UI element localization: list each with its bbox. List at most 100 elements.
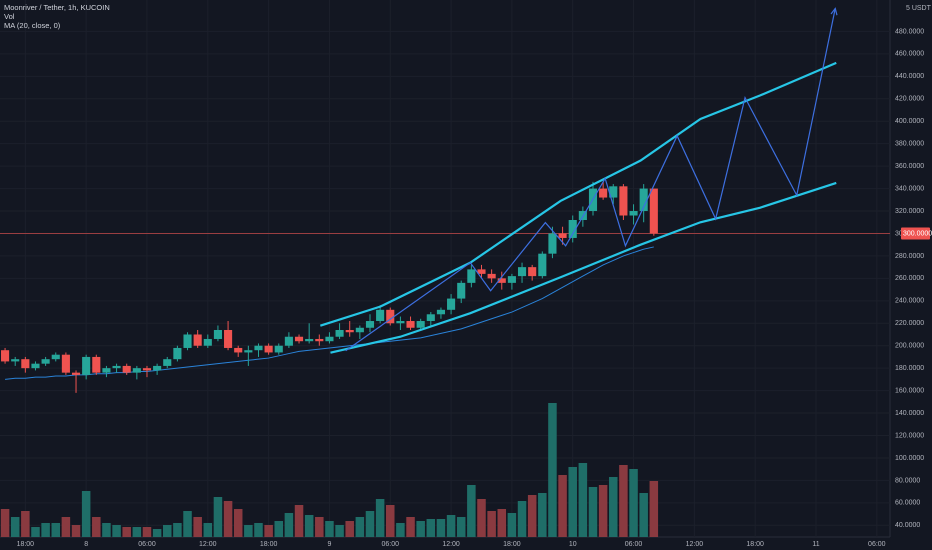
candle-body xyxy=(315,338,324,342)
candle-body xyxy=(153,365,162,371)
candle-body xyxy=(538,253,547,277)
volume-bar xyxy=(487,511,496,537)
volume-bar xyxy=(71,525,81,537)
volume-bar xyxy=(386,505,395,537)
candle-body xyxy=(173,347,182,360)
candle-body xyxy=(51,354,60,360)
y-tick-label: 260.0000 xyxy=(895,275,924,282)
volume-bar xyxy=(497,509,507,537)
candle-body xyxy=(386,309,395,324)
candle-body xyxy=(41,359,50,364)
candle-body xyxy=(426,314,435,322)
volume-bar xyxy=(294,505,304,537)
volume-bar xyxy=(426,519,436,537)
x-tick-label: 9 xyxy=(327,541,331,548)
volume-bar xyxy=(649,481,659,537)
y-tick-label: 40.0000 xyxy=(895,522,920,529)
ma-line xyxy=(5,246,654,380)
y-tick-label: 200.0000 xyxy=(895,343,924,350)
candle-body xyxy=(112,365,121,369)
zigzag-line xyxy=(345,8,836,352)
candle-body xyxy=(335,330,344,337)
volume-bar xyxy=(51,523,61,537)
y-tick-label: 400.0000 xyxy=(895,118,924,125)
plot xyxy=(0,7,890,393)
candle-body xyxy=(609,186,618,198)
y-tick-label: 120.0000 xyxy=(895,432,924,439)
candle-body xyxy=(163,359,172,366)
candle-body xyxy=(629,211,638,216)
arrow-head xyxy=(830,7,838,16)
candle-body xyxy=(548,233,557,254)
x-tick-label: 10 xyxy=(569,541,577,548)
volume-bar xyxy=(619,465,628,537)
candle-body xyxy=(568,220,577,238)
volume-bar xyxy=(315,517,324,537)
volume-bar xyxy=(558,475,567,537)
y-tick-label: 60.0000 xyxy=(895,500,920,507)
volume-bar xyxy=(203,523,213,537)
legend-item: Vol xyxy=(4,12,15,21)
volume-bar xyxy=(456,517,466,537)
volume-bar xyxy=(132,527,142,537)
volume-bar xyxy=(213,497,223,537)
volume-bar xyxy=(162,525,172,537)
y-tick-label: 160.0000 xyxy=(895,387,924,394)
candle-body xyxy=(203,338,212,346)
volume-bar xyxy=(375,499,385,537)
legend-item: MA (20, close, 0) xyxy=(4,21,61,30)
candle-body xyxy=(224,330,233,348)
candle-body xyxy=(132,368,141,373)
volume-bar xyxy=(517,501,527,537)
volume-bar xyxy=(609,477,618,537)
candle-body xyxy=(396,321,405,324)
volume-bar xyxy=(629,469,638,537)
candle-body xyxy=(294,336,304,342)
candle-body xyxy=(558,233,567,238)
candle-body xyxy=(61,354,70,373)
volume-bar xyxy=(21,511,30,537)
y-tick-label: 320.0000 xyxy=(895,208,924,215)
volume-bar xyxy=(639,493,648,537)
x-tick-label: 11 xyxy=(812,541,819,548)
y-tick-label: 460.0000 xyxy=(895,51,924,58)
volume-bar xyxy=(92,517,101,537)
candle-body xyxy=(467,269,476,283)
candle-body xyxy=(284,336,293,346)
volume-bar xyxy=(193,517,202,537)
candle-body xyxy=(639,188,648,212)
candle-body xyxy=(487,273,496,279)
volume-bar xyxy=(568,467,577,537)
volume-bar xyxy=(183,511,192,537)
y-tick-label: 180.0000 xyxy=(895,365,924,372)
price-tag xyxy=(901,227,930,240)
x-tick-label: 12:00 xyxy=(442,541,460,548)
candle-body xyxy=(406,321,415,328)
candle-body xyxy=(365,321,375,328)
candle-body xyxy=(649,188,658,234)
volume-bar xyxy=(41,523,50,537)
volume-bar xyxy=(284,513,294,537)
volume-bar xyxy=(233,509,243,537)
candle-body xyxy=(325,336,334,342)
candle-body xyxy=(213,330,222,339)
candle-body xyxy=(517,267,527,277)
x-tick-label: 18:00 xyxy=(503,541,521,548)
y-tick-label: 240.0000 xyxy=(895,298,924,305)
volume-bar xyxy=(416,521,425,537)
volume-bar xyxy=(223,501,233,537)
y-tick-label: 480.0000 xyxy=(895,28,924,35)
candle-body xyxy=(599,188,608,198)
candle-body xyxy=(305,338,314,342)
volume-bar xyxy=(173,523,182,537)
grid xyxy=(0,0,890,537)
x-tick-label: 06:00 xyxy=(381,541,399,548)
candle-body xyxy=(183,334,192,348)
candle-body xyxy=(82,356,91,375)
candle-body xyxy=(528,267,537,277)
x-tick-label: 12:00 xyxy=(199,541,217,548)
candle-body xyxy=(254,345,263,351)
volume-bar xyxy=(61,517,71,537)
candle-body xyxy=(264,345,273,353)
